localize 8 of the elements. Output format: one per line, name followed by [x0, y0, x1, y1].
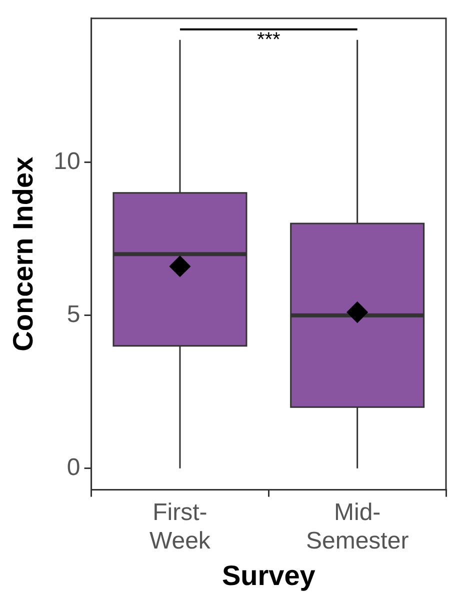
x-tick-label: Mid-Semester [306, 498, 409, 555]
y-tick-label: 10 [54, 148, 80, 175]
y-tick-label: 0 [66, 454, 80, 481]
x-tick-label: First-Week [150, 498, 212, 555]
y-axis-title: Concern Index [8, 156, 39, 352]
y-tick-label: 5 [66, 300, 80, 328]
x-axis-title: Survey [222, 560, 316, 591]
annotation: *** [256, 28, 281, 51]
